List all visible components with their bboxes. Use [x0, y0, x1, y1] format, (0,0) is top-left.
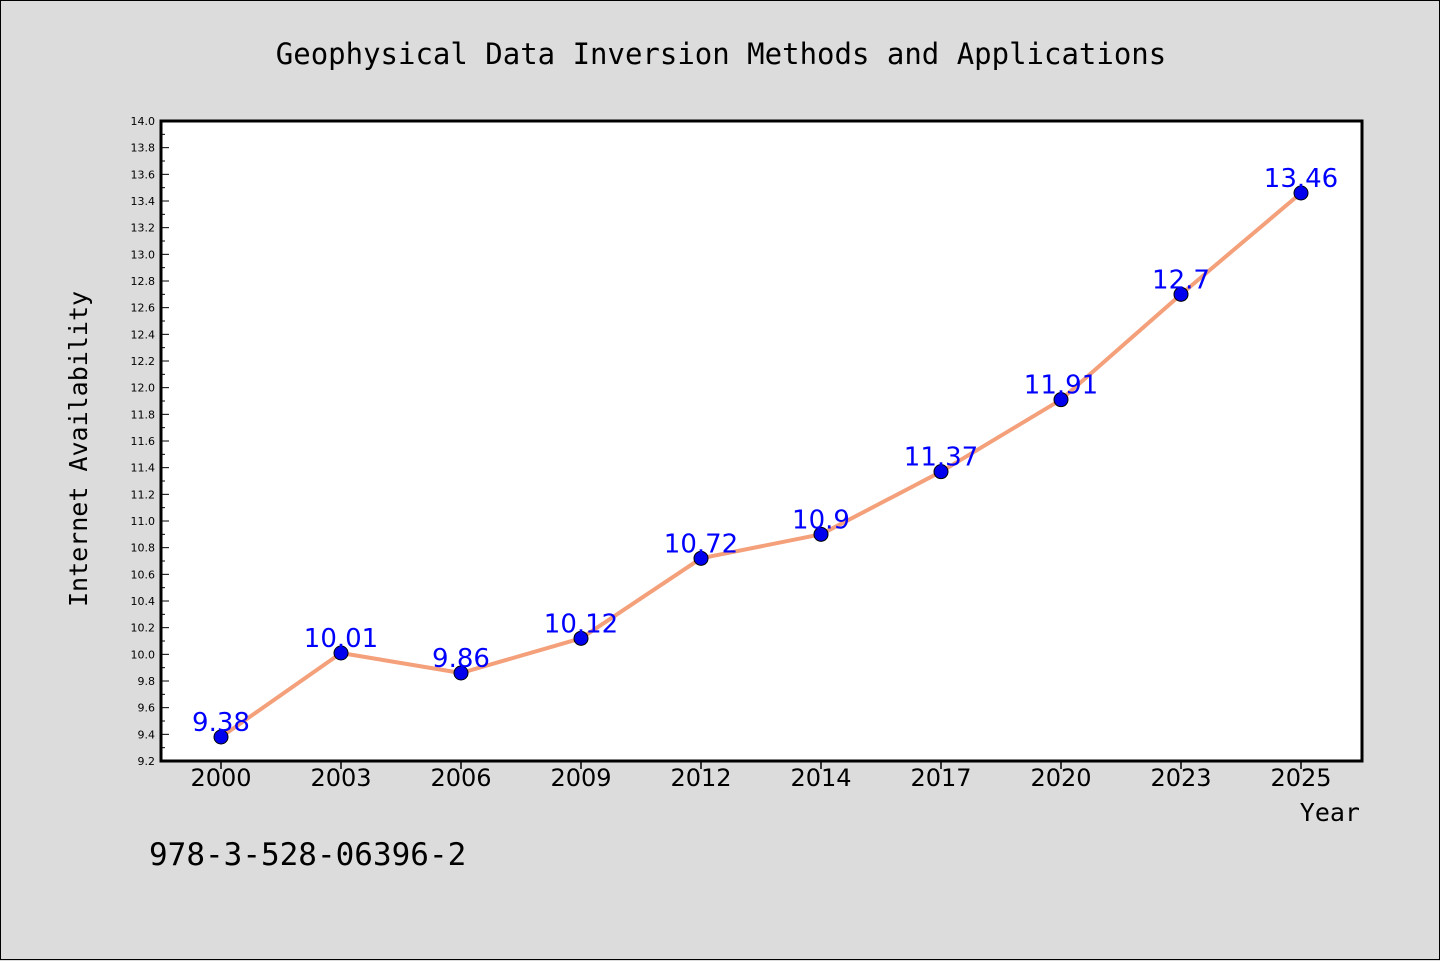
x-tick-label: 2000 [190, 764, 251, 792]
data-labels: 9.38 10.01 9.86 10.12 10.72 10.9 11.37 11.91 12.… [192, 164, 1338, 738]
isbn-annotation: 978-3-528-06396-2 [149, 837, 466, 873]
data-label: 12.7 [1152, 265, 1210, 295]
y-tick-label: 9.6 [138, 702, 156, 715]
y-tick-label: 12.0 [131, 382, 156, 395]
y-tick-label: 9.2 [138, 755, 156, 768]
data-point-marker [1053, 392, 1069, 408]
x-tick-label: 2023 [1150, 764, 1211, 792]
y-tick-label: 10.4 [131, 595, 156, 608]
x-tick-label: 2012 [670, 764, 731, 792]
data-label: 10.01 [304, 624, 378, 654]
y-tick-label: 10.2 [131, 622, 156, 635]
series-line [219, 191, 1303, 739]
y-tick-label: 11.6 [131, 435, 156, 448]
data-point-marker [573, 630, 589, 646]
x-tick-label: 2014 [790, 764, 851, 792]
y-tick-label: 14.0 [131, 115, 156, 128]
data-point-marker [813, 526, 829, 542]
data-point-marker [213, 729, 229, 745]
series-markers [213, 185, 1309, 745]
y-tick-label: 9.4 [138, 728, 156, 741]
data-point-marker [1293, 185, 1309, 201]
data-point-marker [333, 645, 349, 661]
y-tick-label: 12.4 [131, 328, 156, 341]
data-label: 10.72 [664, 529, 738, 559]
y-tick-label: 13.4 [131, 195, 156, 208]
chart-title: Geophysical Data Inversion Methods and A… [276, 37, 1166, 71]
data-label: 9.86 [432, 644, 490, 674]
y-tick-label: 11.2 [131, 488, 156, 501]
x-tick-label: 2020 [1030, 764, 1091, 792]
y-tick-label: 13.2 [131, 222, 156, 235]
data-label: 9.38 [192, 708, 250, 738]
y-tick-label: 12.6 [131, 302, 156, 315]
series-line-group [219, 191, 1303, 739]
y-tick-label: 13.8 [131, 142, 156, 155]
y-tick-label: 12.8 [131, 275, 156, 288]
data-point-marker [1173, 286, 1189, 302]
y-tick-label: 11.0 [131, 515, 156, 528]
data-label: 10.12 [544, 609, 618, 639]
y-tick-label: 11.8 [131, 408, 156, 421]
x-tick-label: 2006 [430, 764, 491, 792]
y-tick-label: 10.6 [131, 568, 156, 581]
x-tick-label: 2025 [1270, 764, 1331, 792]
y-axis-label: Internet Availability [64, 291, 93, 607]
x-axis-label: Year [1300, 798, 1360, 827]
data-label: 10.9 [792, 505, 850, 535]
x-axis-ticks: 2000 2003 2006 2009 2012 2014 2017 2020 2023 2025 [190, 761, 1332, 792]
y-tick-label: 13.6 [131, 168, 156, 181]
x-tick-label: 2009 [550, 764, 611, 792]
y-tick-label: 11.4 [131, 462, 156, 475]
data-label: 13.46 [1264, 164, 1338, 194]
data-label: 11.37 [904, 443, 978, 473]
x-tick-label: 2017 [910, 764, 971, 792]
y-tick-label: 9.8 [138, 675, 156, 688]
data-label: 11.91 [1024, 371, 1098, 401]
y-tick-label: 10.0 [131, 648, 156, 661]
x-tick-label: 2003 [310, 764, 371, 792]
data-point-marker [933, 464, 949, 480]
y-tick-label: 13.0 [131, 248, 156, 261]
data-point-marker [453, 665, 469, 681]
y-tick-label: 12.2 [131, 355, 156, 368]
data-point-marker [693, 550, 709, 566]
y-tick-label: 10.8 [131, 542, 156, 555]
plot-area [159, 119, 1364, 763]
y-axis-ticks: 9.2 9.4 9.6 9.8 10.0 10.2 10.4 10.6 10.8 11.0 11.2… [131, 115, 169, 768]
